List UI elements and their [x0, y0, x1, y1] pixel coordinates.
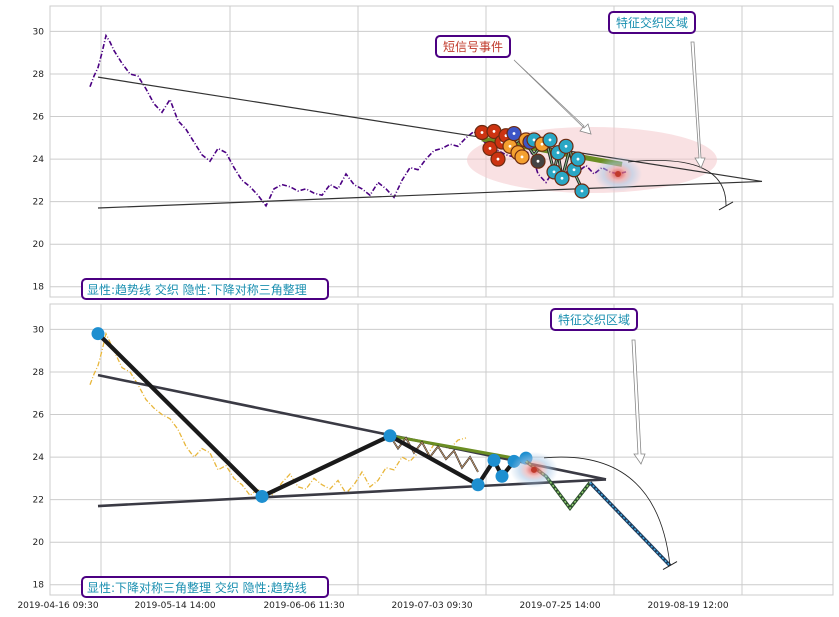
pattern-vertex: [471, 478, 485, 492]
pattern-vertex: [91, 327, 105, 341]
y-tick-label: 22: [33, 496, 44, 506]
event-point-center: [496, 157, 500, 161]
x-tick-label: 2019-07-25 14:00: [519, 601, 600, 611]
zone-arrow-bottom: [631, 339, 646, 465]
x-tick-label: 2019-06-06 11:30: [263, 601, 344, 611]
y-tick-label: 18: [33, 283, 45, 293]
bottom-plot: [89, 327, 678, 571]
y-tick-label: 24: [33, 155, 45, 165]
upper-trendline: [97, 76, 763, 183]
forecast-blue: [589, 482, 671, 567]
event-point-center: [508, 144, 512, 148]
y-tick-label: 26: [33, 113, 45, 123]
event-label-box: [435, 35, 511, 58]
thin-zigzag-inner: [389, 435, 479, 473]
event-point-center: [536, 159, 540, 163]
event-point-center: [532, 138, 536, 142]
event-point-center: [560, 176, 564, 180]
y-tick-label: 28: [33, 368, 45, 378]
event-callout: 短信号事件: [435, 35, 592, 135]
event-point-center: [520, 155, 524, 159]
y-tick-label: 18: [33, 581, 45, 591]
zone-arrow-top: [690, 41, 706, 169]
caption-text-bottom: 显性:下降对称三角整理 交织 隐性:趋势线: [87, 580, 307, 595]
event-point-center: [552, 170, 556, 174]
event-point-center: [572, 168, 576, 172]
x-tick-label: 2019-04-16 09:30: [17, 601, 98, 611]
event-point-center: [580, 189, 584, 193]
zone-label-box-bottom: [550, 308, 638, 331]
y-tick-label: 28: [33, 70, 45, 80]
y-tick-label: 20: [33, 240, 45, 250]
green-band: [389, 434, 527, 462]
event-point-center: [548, 138, 552, 142]
zone-label-bottom: 特征交织区域: [558, 312, 630, 327]
event-arrow: [513, 59, 592, 135]
crossing-zone-core: [531, 466, 537, 473]
projection-arc-cap: [718, 201, 734, 211]
pattern-vertex: [495, 469, 509, 483]
event-point-center: [556, 151, 560, 155]
pattern-vertex: [487, 453, 501, 467]
pattern-vertex: [255, 489, 269, 503]
top-plot: [89, 33, 763, 211]
projection-arc-cap: [662, 561, 678, 571]
caption-text-top: 显性:趋势线 交织 隐性:下降对称三角整理: [87, 282, 307, 297]
projection-arc: [627, 160, 727, 206]
caption-box-top: [81, 278, 329, 300]
zone-label-box-top: [608, 11, 696, 34]
x-tick-label: 2019-08-19 12:00: [647, 601, 728, 611]
bottom-panel-frame: [49, 303, 834, 596]
pattern-vertex: [383, 429, 397, 443]
zone-callout-top: 特征交织区域: [608, 11, 706, 169]
y-tick-label: 22: [33, 198, 44, 208]
bottom-grid: 18 20 22 24 26 28 30: [33, 304, 833, 595]
event-point-center: [540, 142, 544, 146]
event-point-center: [512, 132, 516, 135]
event-label: 短信号事件: [443, 40, 503, 54]
event-point-center: [492, 130, 496, 133]
crossing-zone-core: [615, 170, 621, 177]
y-tick-label: 26: [33, 411, 45, 421]
caption-top: 显性:趋势线 交织 隐性:下降对称三角整理: [81, 278, 329, 300]
zone-label-top: 特征交织区域: [616, 15, 688, 30]
event-point-center: [480, 131, 484, 134]
x-axis-ticks: 2019-04-16 09:30 2019-05-14 14:00 2019-06-…: [17, 601, 728, 611]
y-tick-label: 24: [33, 453, 45, 463]
y-tick-label: 30: [33, 325, 45, 335]
x-tick-label: 2019-05-14 14:00: [134, 601, 215, 611]
zone-callout-bottom: 特征交织区域: [550, 308, 646, 465]
x-tick-label: 2019-07-03 09:30: [391, 601, 472, 611]
caption-bottom: 显性:下降对称三角整理 交织 隐性:趋势线: [81, 576, 329, 598]
event-point-center: [488, 147, 492, 150]
y-tick-label: 20: [33, 538, 45, 548]
projection-arc: [543, 456, 671, 566]
caption-box-bottom: [81, 576, 329, 598]
event-point-center: [576, 157, 580, 161]
lower-trendline: [97, 180, 763, 209]
y-tick-label: 30: [33, 27, 45, 37]
event-point-center: [564, 144, 568, 148]
